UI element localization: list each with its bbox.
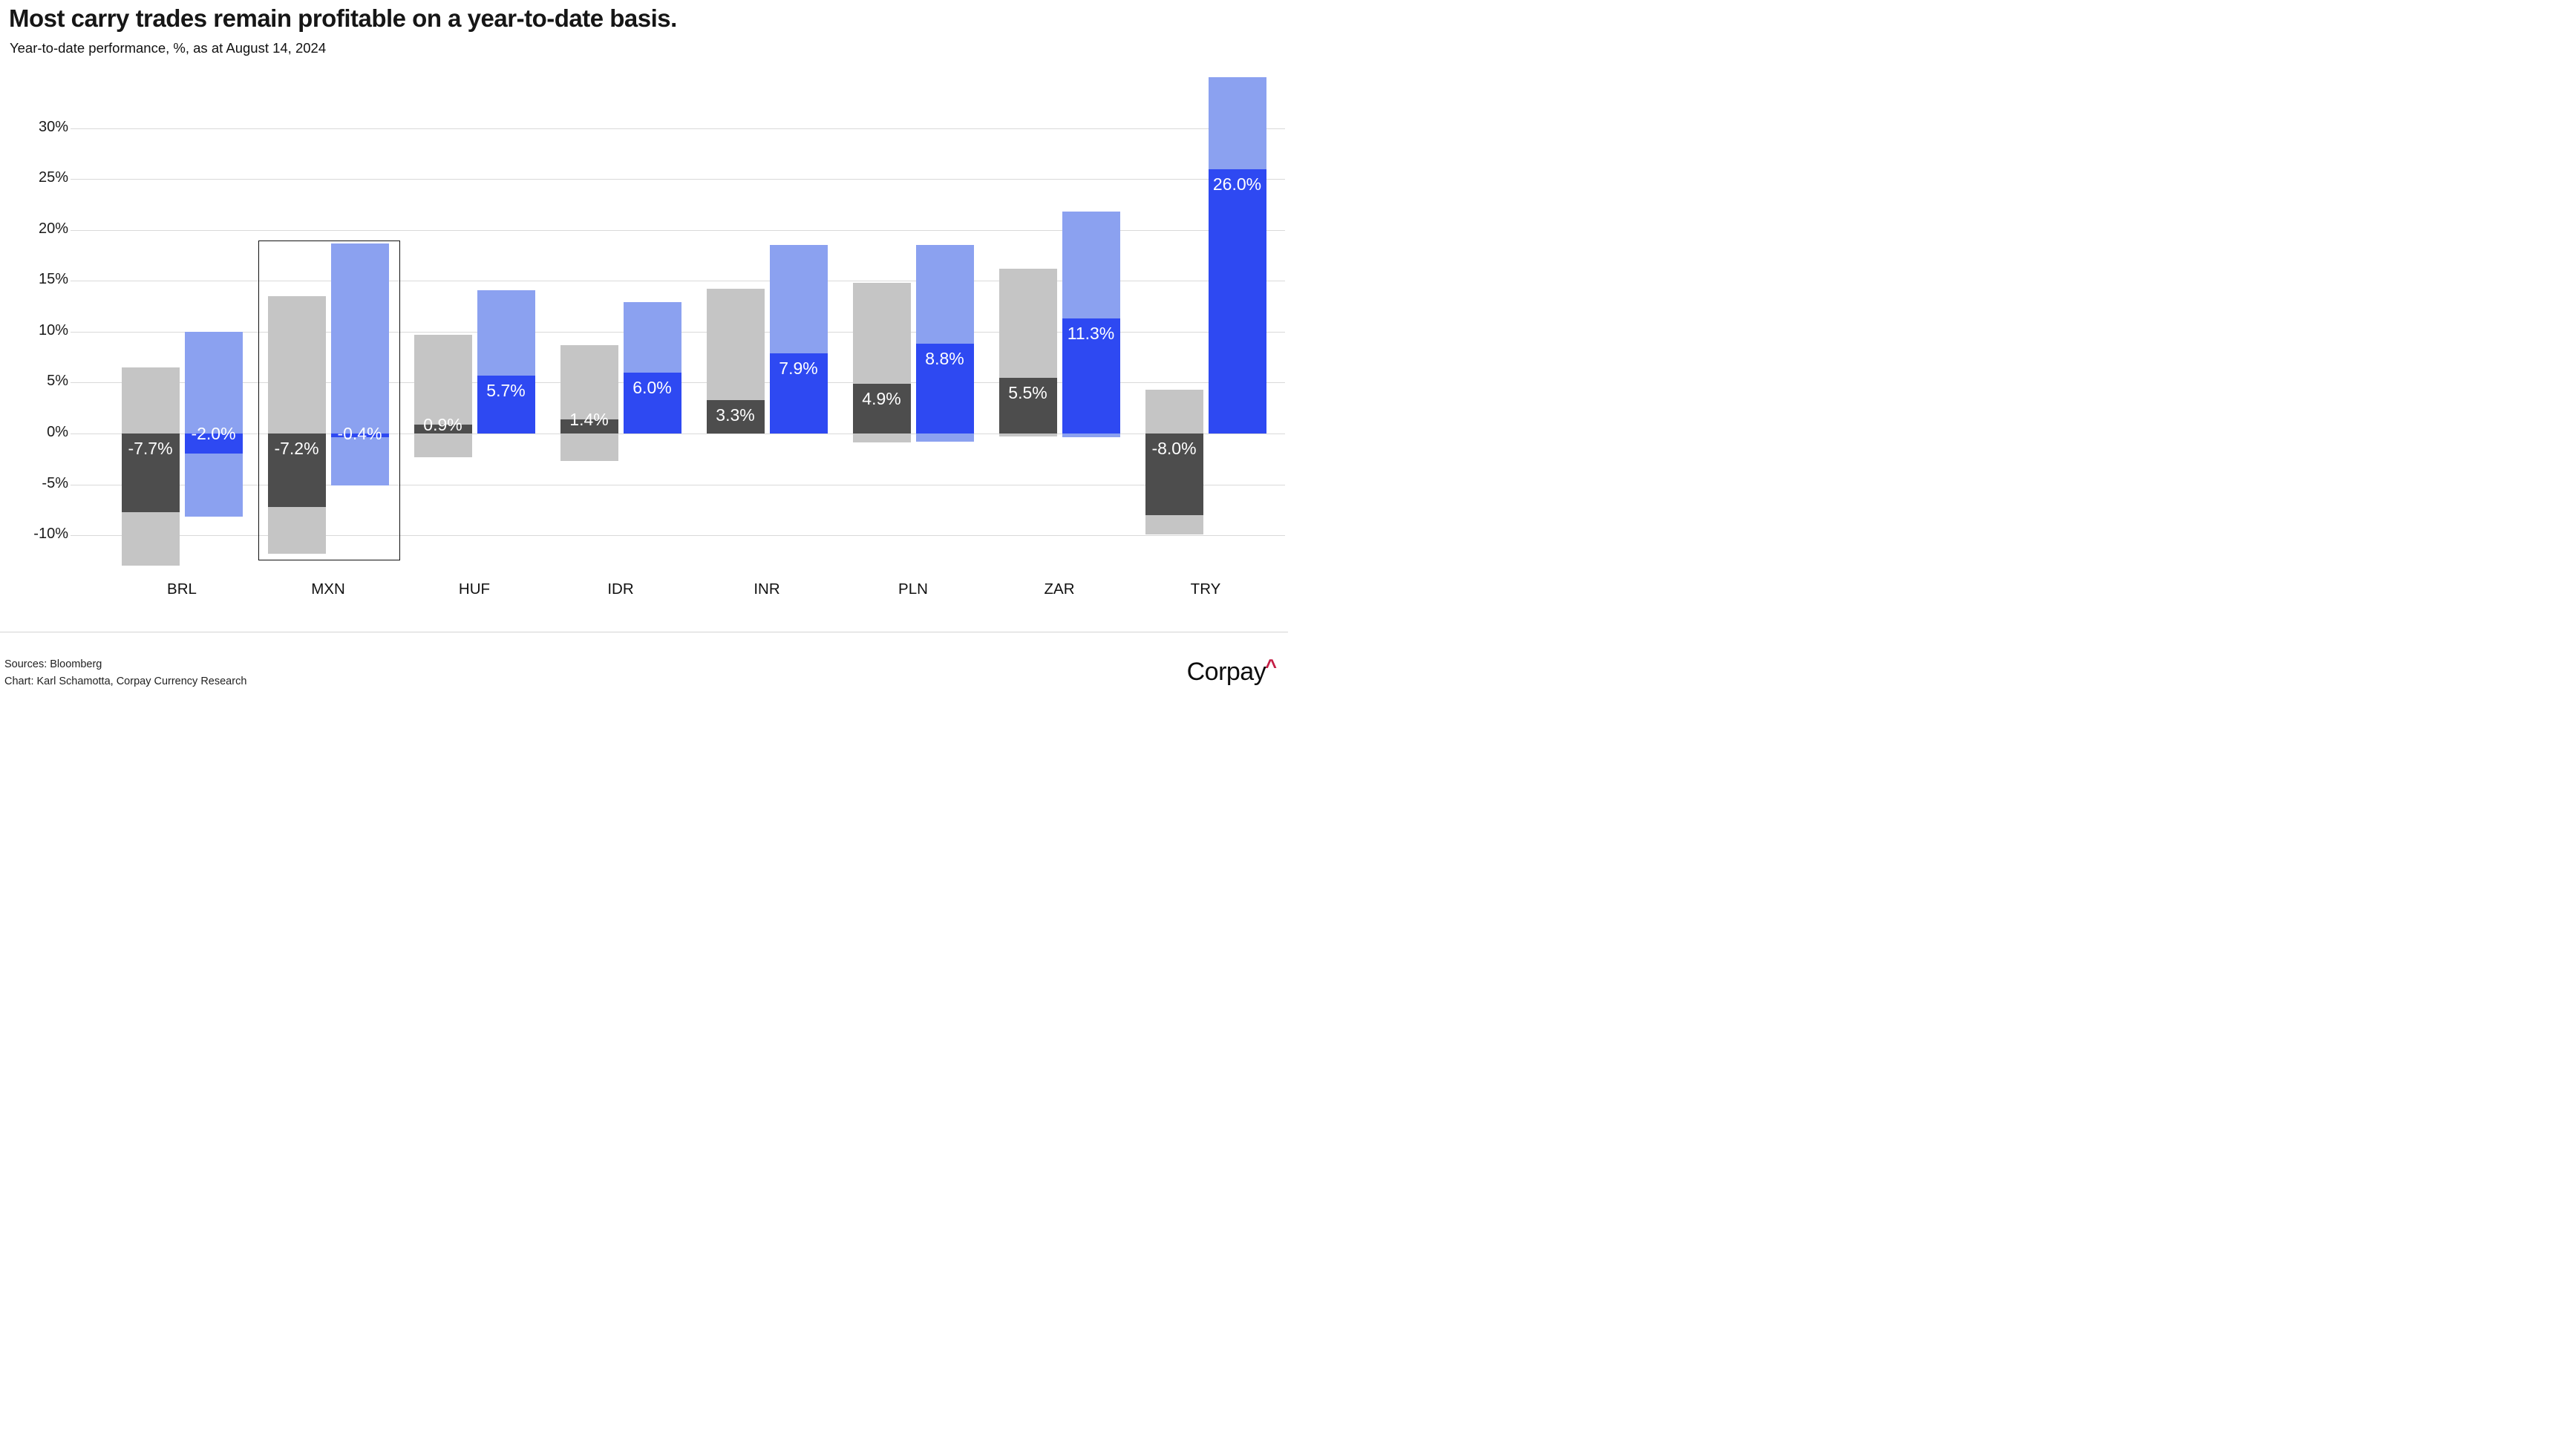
logo-text: Corpay	[1186, 658, 1266, 686]
bar-total-range-BRL	[184, 331, 243, 517]
label-spot-PLN: 4.9%	[862, 388, 901, 408]
bar-total-INR	[769, 353, 828, 434]
bar-total-HUF	[477, 375, 535, 434]
label-spot-BRL: -7.7%	[128, 439, 173, 458]
label-spot-MXN: -7.2%	[274, 439, 319, 458]
y-tick--10: -10%	[33, 526, 68, 543]
bar-spot-INR	[706, 399, 765, 434]
chart-subtitle: Year-to-date performance, %, as at Augus…	[10, 40, 327, 56]
label-spot-TRY: -8.0%	[1151, 439, 1197, 458]
label-total-IDR: 6.0%	[632, 377, 672, 397]
bar-total-TRY	[1208, 169, 1266, 434]
x-label-INR: INR	[753, 580, 780, 598]
plot-area: 30% 25% 20% 15% 10% 5% 0% -5% -10% -7.7% -2.0% BRL -…	[0, 0, 1288, 723]
bar-spot-BRL	[121, 434, 180, 512]
logo-caret-icon: ^	[1265, 655, 1277, 678]
gridline-30	[71, 128, 1285, 129]
bar-spot-TRY	[1145, 434, 1203, 515]
bar-spot-range-HUF	[413, 335, 472, 457]
bar-spot-PLN	[852, 383, 911, 434]
label-total-PLN: 8.8%	[925, 349, 964, 369]
bar-total-range-MXN	[330, 243, 389, 485]
credit-note: Chart: Karl Schamotta, Corpay Currency R…	[4, 675, 247, 687]
bar-total-MXN	[330, 434, 389, 438]
gridline-25	[71, 179, 1285, 180]
bar-total-BRL	[184, 434, 243, 454]
footer-notes: Sources: Bloomberg Chart: Karl Schamotta…	[4, 656, 246, 690]
y-tick-10: 10%	[38, 321, 68, 338]
bar-spot-ZAR	[998, 377, 1057, 434]
x-label-TRY: TRY	[1190, 580, 1221, 598]
label-total-BRL: -2.0%	[191, 424, 236, 443]
label-spot-HUF: 0.9%	[423, 414, 462, 434]
x-label-PLN: PLN	[898, 580, 928, 598]
bar-spot-range-MXN	[267, 295, 326, 554]
label-total-MXN: -0.4%	[337, 424, 382, 443]
label-total-TRY: 26.0%	[1212, 174, 1262, 194]
corpay-logo: Corpay^	[1186, 655, 1277, 687]
y-tick-15: 15%	[38, 271, 68, 288]
gridline--10	[71, 535, 1285, 537]
label-spot-IDR: 1.4%	[569, 409, 609, 429]
y-tick-20: 20%	[38, 220, 68, 237]
bar-spot-IDR	[560, 419, 618, 434]
bar-total-PLN	[915, 344, 974, 434]
y-tick-30: 30%	[38, 118, 68, 135]
bar-total-IDR	[623, 372, 681, 434]
highlight-box-MXN	[258, 240, 400, 560]
x-label-HUF: HUF	[458, 580, 491, 598]
bar-spot-HUF	[413, 424, 472, 434]
chart-page: Most carry trades remain profitable on a…	[0, 0, 1288, 723]
chart-title: Most carry trades remain profitable on a…	[9, 4, 677, 32]
bar-total-ZAR	[1062, 318, 1120, 434]
bar-spot-MXN	[267, 434, 326, 507]
x-label-MXN: MXN	[311, 580, 345, 598]
label-spot-INR: 3.3%	[716, 405, 755, 425]
bar-spot-range-IDR	[560, 344, 618, 461]
x-label-IDR: IDR	[607, 580, 634, 598]
y-tick--5: -5%	[42, 474, 68, 491]
label-total-HUF: 5.7%	[486, 380, 526, 400]
y-tick-5: 5%	[47, 373, 68, 390]
label-spot-ZAR: 5.5%	[1008, 382, 1047, 402]
x-label-BRL: BRL	[167, 580, 197, 598]
label-total-INR: 7.9%	[779, 358, 818, 378]
gridline-20	[71, 229, 1285, 231]
x-label-ZAR: ZAR	[1044, 580, 1075, 598]
y-tick-0: 0%	[47, 424, 68, 440]
source-note: Sources: Bloomberg	[4, 658, 102, 670]
label-total-ZAR: 11.3%	[1067, 324, 1115, 344]
y-tick-25: 25%	[38, 169, 68, 186]
